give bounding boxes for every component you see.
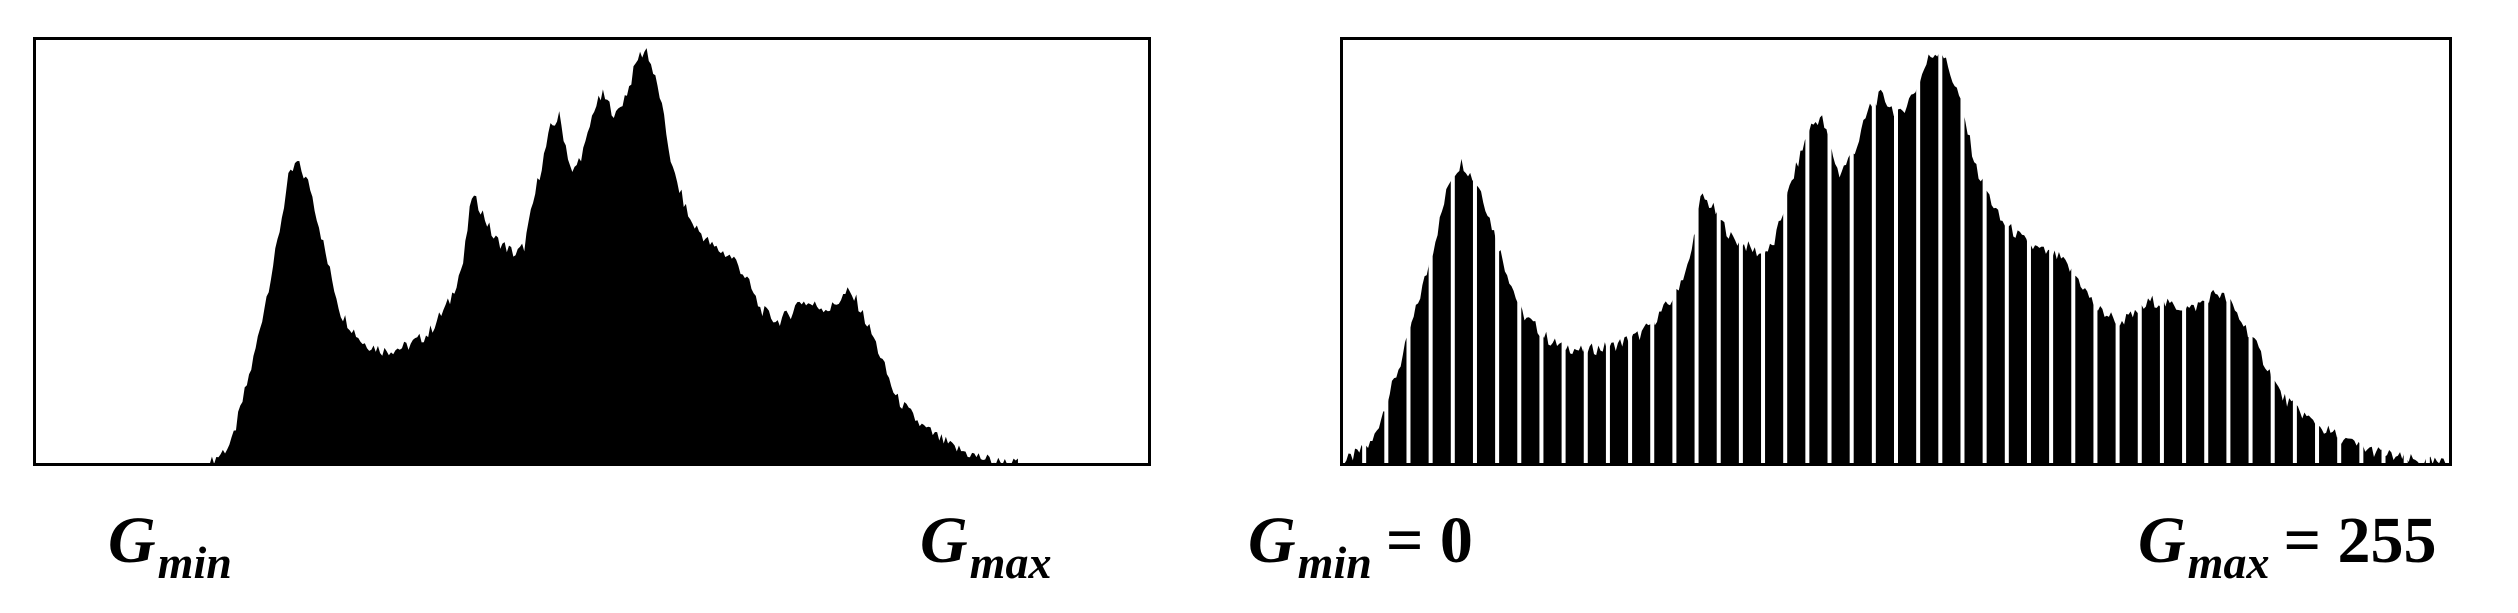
empty-bin-gap	[2270, 37, 2275, 466]
empty-bin-gap	[2403, 37, 2408, 466]
empty-bin-gap	[1605, 37, 1610, 466]
empty-bin-gap	[2004, 37, 2009, 466]
empty-bin-gap	[1694, 37, 1699, 466]
empty-bin-gap	[1738, 37, 1743, 466]
empty-bin-gap	[2248, 37, 2253, 466]
empty-bin-gap	[2026, 37, 2031, 466]
gmin-label-right: Gmin = 0	[1248, 504, 1473, 588]
empty-bin-gap	[2359, 37, 2364, 466]
empty-bin-gap	[1805, 37, 1810, 466]
empty-bin-gap	[2226, 37, 2231, 466]
empty-bin-gap	[1495, 37, 1500, 466]
empty-bin-gap	[1583, 37, 1588, 466]
plot-frame	[33, 37, 1151, 466]
empty-bin-gap	[2381, 37, 2386, 466]
gmax-label-left: Gmax	[920, 504, 1052, 588]
empty-bin-gap	[2315, 37, 2320, 466]
empty-bin-gap	[1362, 37, 1367, 466]
empty-bin-gap	[2071, 37, 2076, 466]
empty-bin-gap	[1428, 37, 1433, 466]
empty-bin-gap	[1517, 37, 1522, 466]
empty-bin-gap	[2137, 37, 2142, 466]
empty-bin-gap	[1960, 37, 1965, 466]
empty-bin-gap	[1384, 37, 1389, 466]
empty-bin-gap	[1406, 37, 1411, 466]
empty-bin-gap	[1849, 37, 1854, 466]
empty-bin-gap	[1672, 37, 1677, 466]
empty-bin-gap	[1561, 37, 1566, 466]
empty-bin-gap	[1871, 37, 1876, 466]
plot-frame	[1340, 37, 2452, 466]
empty-bin-gap	[1938, 37, 1943, 466]
gmin-label-left: Gmin	[108, 504, 232, 588]
empty-bin-gap	[2204, 37, 2209, 466]
empty-bin-gap	[1650, 37, 1655, 466]
empty-bin-gap	[1894, 37, 1898, 466]
histogram-stretched-panel	[1340, 37, 2452, 466]
empty-bin-gap	[2337, 37, 2342, 466]
empty-bin-gap	[1716, 37, 1721, 466]
empty-bin-gap	[2159, 37, 2164, 466]
empty-bin-gap	[2182, 37, 2187, 466]
empty-bin-gap	[1982, 37, 1987, 466]
empty-bin-gap	[1472, 37, 1477, 466]
histogram-stretched	[1340, 37, 2452, 466]
empty-bin-gap	[1539, 37, 1544, 466]
empty-bin-gap	[2049, 37, 2054, 466]
empty-bin-gap	[1761, 37, 1766, 466]
empty-bin-gap	[1916, 37, 1921, 466]
empty-bin-gap	[1628, 37, 1633, 466]
empty-bin-gap	[2292, 37, 2297, 466]
empty-bin-gap	[2093, 37, 2098, 466]
histogram-original	[33, 37, 1151, 466]
histogram-original-panel	[33, 37, 1151, 466]
empty-bin-gap	[1783, 37, 1788, 466]
empty-bin-gap	[2115, 37, 2120, 466]
gmax-label-right: Gmax = 255	[2138, 504, 2437, 588]
empty-bin-gap	[1450, 37, 1455, 466]
empty-bin-gap	[2425, 37, 2430, 466]
empty-bin-gap	[1827, 37, 1832, 466]
histogram-area	[209, 48, 1018, 465]
